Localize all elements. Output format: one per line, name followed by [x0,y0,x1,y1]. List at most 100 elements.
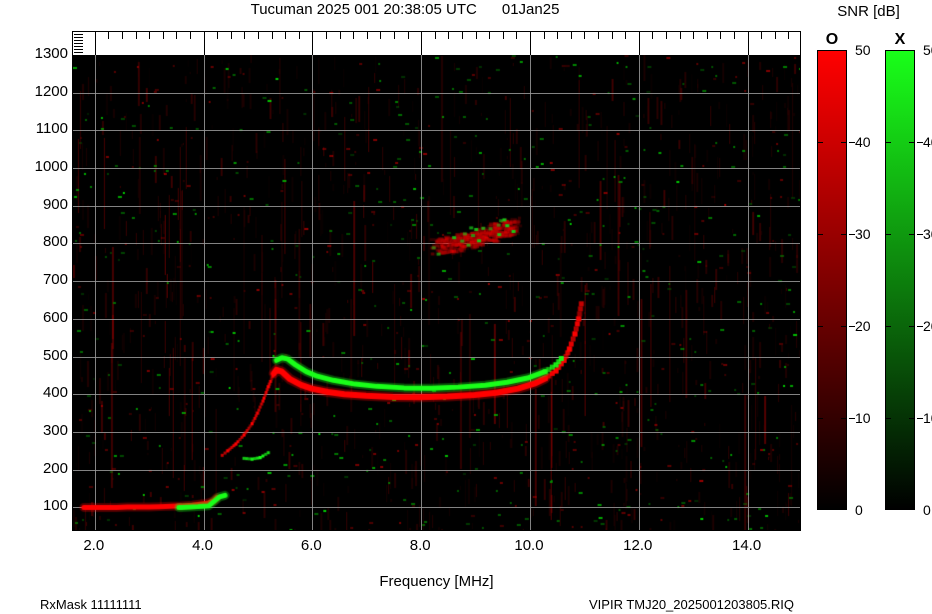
frequency-marker-tick [136,32,137,39]
colorbar-tick-mark [885,142,891,143]
colorbar-tick-mark [917,326,923,327]
frequency-marker-tick [176,32,177,39]
frequency-marker-bar [74,37,83,38]
frequency-marker-tick [625,32,626,39]
y-tick-label: 100 [42,497,68,515]
colorbar-tick-label: 20 [923,318,932,334]
colorbar-tick-mark [909,326,915,327]
colorbar-x-gradient[interactable] [885,50,915,510]
frequency-marker-tick [204,32,205,55]
frequency-marker-tick [788,32,789,39]
y-tick-label: 1100 [35,120,68,138]
frequency-marker-bar [74,52,83,53]
frequency-marker-tick [448,32,449,39]
ionogram-plot[interactable] [72,31,801,531]
frequency-marker-tick [258,32,259,39]
frequency-marker-tick [584,32,585,39]
colorbar-tick-mark [849,418,855,419]
colorbar-tick-label: 10 [923,410,932,426]
colorbar-tick-label: 40 [855,134,871,150]
frequency-marker-tick [720,32,721,39]
frequency-marker-tick [190,32,191,39]
colorbar-tick-mark [917,142,923,143]
frequency-marker-tick [707,32,708,39]
colorbar-tick-mark [817,418,823,419]
frequency-marker-tick [666,32,667,39]
colorbar-tick-mark [909,234,915,235]
frequency-marker-tick [639,32,640,55]
colorbar-tick-mark [909,142,915,143]
colorbar-x-letter: X [894,31,906,48]
y-tick-label: 700 [42,271,68,289]
frequency-marker-bar [74,49,83,50]
colorbar-tick-label: 30 [923,226,932,242]
frequency-marker-tick [272,32,273,39]
frequency-marker-tick [680,32,681,39]
frequency-marker-tick [340,32,341,39]
colorbar-tick-mark [909,418,915,419]
frequency-marker-tick [149,32,150,39]
frequency-marker-tick [312,32,313,55]
colorbar-o-gradient[interactable] [817,50,847,510]
y-tick-label: 400 [42,384,68,402]
frequency-marker-tick [734,32,735,39]
frequency-marker-tick [612,32,613,39]
frequency-marker-tick [108,32,109,39]
frequency-marker-bar [74,43,83,44]
ionogram-canvas [73,55,800,530]
frequency-marker-tick [421,32,422,55]
colorbar-o-letter: O [825,31,839,48]
colorbar-tick-mark [917,234,923,235]
colorbar-tick-label: 50 [855,42,871,58]
colorbar-tick-mark [841,418,847,419]
colorbar-tick-label: 20 [855,318,871,334]
frequency-marker-tick [408,32,409,39]
frequency-marker-tick [598,32,599,39]
colorbar-tick-mark [885,418,891,419]
frequency-marker-bar [74,34,83,35]
colorbar-tick-label: 0 [855,502,863,518]
frequency-marker-tick [693,32,694,39]
rxmask-label: RxMask 11111111 [40,597,142,612]
x-tick-label: 12.0 [623,537,653,554]
x-tick-label: 2.0 [83,537,105,554]
colorbar-tick-label: 0 [923,502,931,518]
frequency-marker-tick [380,32,381,39]
colorbar-tick-mark [841,234,847,235]
frequency-marker-tick [326,32,327,39]
colorbar-tick-label: 50 [923,42,932,58]
colorbar-tick-mark [849,326,855,327]
echo-trace-layer [73,55,800,530]
y-tick-label: 300 [42,421,68,439]
y-tick-label: 1300 [34,45,68,62]
colorbar-tick-mark [885,234,891,235]
colorbar-tick-mark [849,142,855,143]
x-tick-label: 8.0 [409,537,431,554]
frequency-marker-tick [435,32,436,39]
colorbar-tick-label: 10 [855,410,871,426]
frequency-marker-tick [476,32,477,39]
frequency-marker-band [73,32,800,55]
frequency-marker-bar [74,40,83,41]
x-tick-label: 4.0 [192,537,213,554]
x-tick-label: 14.0 [731,537,762,554]
frequency-marker-tick [217,32,218,39]
frequency-marker-tick [95,32,96,55]
colorbar-tick-mark [885,326,891,327]
frequency-marker-tick [163,32,164,39]
colorbar-tick-mark [917,418,923,419]
frequency-marker-tick [231,32,232,39]
frequency-marker-tick [761,32,762,39]
colorbar-tick-mark [817,142,823,143]
frequency-marker-tick [503,32,504,39]
frequency-marker-tick [775,32,776,39]
frequency-marker-tick [557,32,558,39]
frequency-marker-tick [299,32,300,39]
frequency-marker-tick [489,32,490,39]
frequency-marker-tick [544,32,545,39]
frequency-marker-tick [516,32,517,39]
